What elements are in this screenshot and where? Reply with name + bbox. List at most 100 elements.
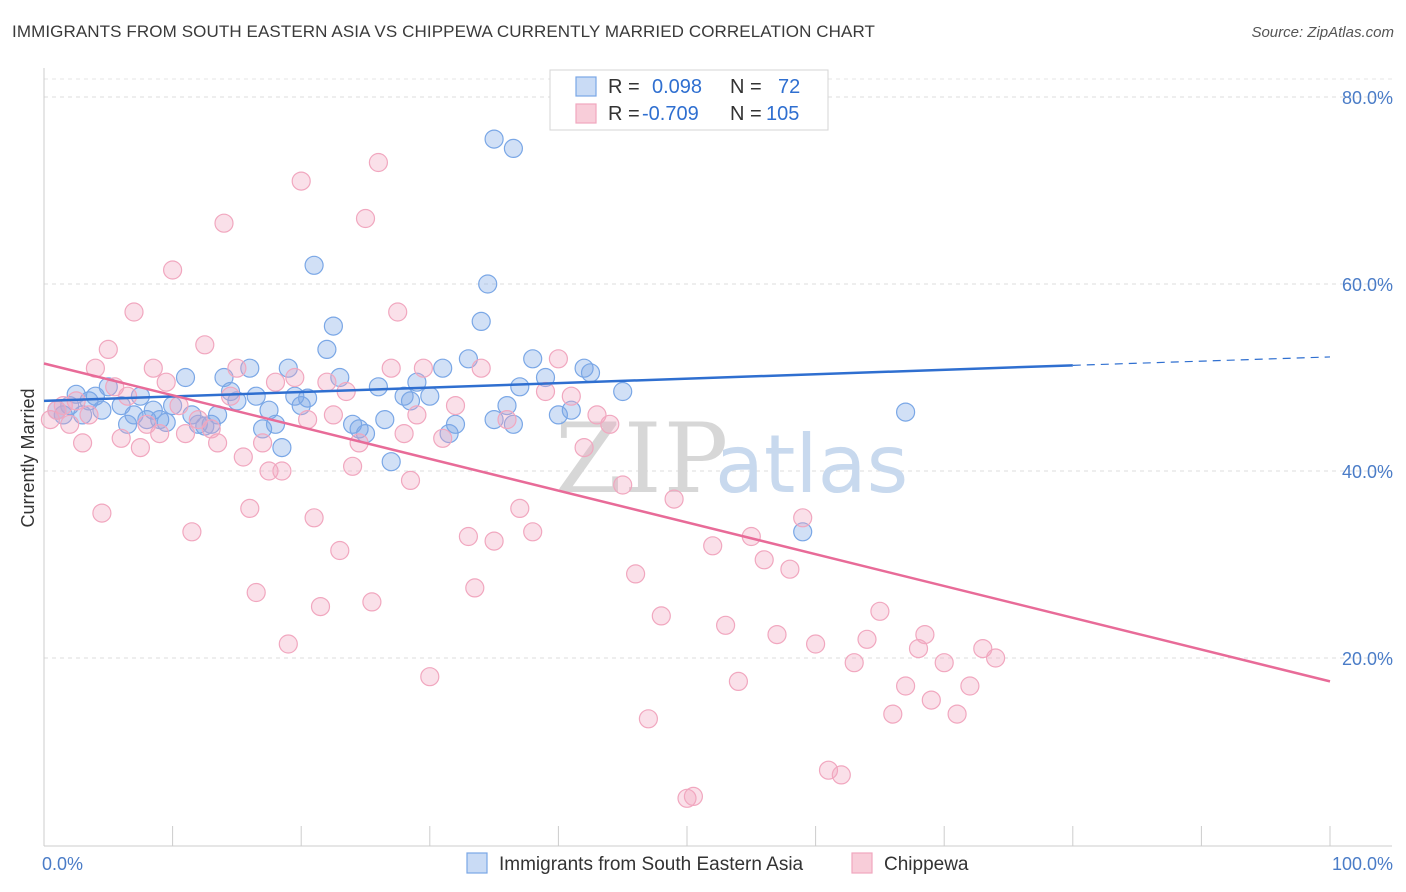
point-pink-91 — [831, 765, 851, 785]
series-legend-swatch-blue — [466, 852, 488, 874]
point-pink-6 — [79, 405, 99, 425]
legend-swatch-blue — [575, 76, 597, 97]
point-pink-67 — [523, 522, 543, 542]
legend-n-value-2: 105 — [766, 103, 799, 125]
point-blue-33 — [278, 358, 298, 378]
point-blue-36 — [298, 388, 318, 408]
x-tick-label-1: 100.0% — [1332, 854, 1393, 874]
point-pink-27 — [214, 213, 234, 233]
point-pink-80 — [683, 786, 704, 807]
point-pink-24 — [195, 335, 215, 355]
point-pink-37 — [278, 634, 298, 654]
trend-extension-0 — [1072, 356, 1331, 366]
point-pink-52 — [381, 358, 401, 378]
point-pink-72 — [587, 405, 607, 425]
trend-line-0 — [43, 364, 1073, 403]
point-blue-32 — [272, 438, 292, 458]
source-credit: Source: ZipAtlas.com — [1251, 24, 1394, 41]
point-pink-5 — [72, 433, 93, 453]
point-blue-66 — [580, 363, 601, 383]
point-pink-12 — [117, 386, 138, 406]
point-blue-8 — [98, 377, 118, 397]
point-blue-38 — [317, 339, 337, 359]
point-blue-46 — [381, 452, 401, 472]
point-blue-69 — [613, 381, 633, 402]
point-pink-43 — [317, 372, 337, 392]
point-pink-93 — [857, 629, 877, 649]
point-pink-98 — [915, 624, 935, 645]
point-blue-50 — [420, 386, 440, 406]
point-pink-18 — [156, 372, 176, 392]
point-pink-14 — [130, 438, 150, 458]
point-pink-42 — [310, 596, 331, 617]
point-pink-87 — [780, 559, 800, 579]
point-pink-39 — [291, 171, 311, 191]
point-pink-62 — [465, 578, 485, 598]
point-blue-18 — [175, 367, 196, 388]
point-pink-65 — [497, 410, 517, 430]
point-pink-58 — [420, 667, 440, 687]
point-pink-61 — [458, 526, 478, 547]
point-pink-56 — [407, 405, 427, 425]
point-pink-83 — [728, 671, 749, 692]
point-pink-25 — [201, 419, 221, 439]
watermark-atlas: atlas — [715, 418, 908, 511]
point-pink-36 — [272, 461, 292, 481]
point-blue-55 — [471, 311, 491, 331]
point-pink-55 — [400, 470, 421, 490]
point-blue-51 — [433, 358, 453, 378]
watermark-zip: ZIP — [555, 403, 730, 515]
point-blue-61 — [523, 349, 543, 369]
point-pink-44 — [323, 405, 343, 425]
point-pink-74 — [613, 475, 633, 495]
point-pink-29 — [227, 358, 247, 378]
point-pink-50 — [362, 592, 382, 612]
point-pink-9 — [98, 339, 118, 359]
point-pink-35 — [265, 372, 286, 392]
point-pink-94 — [870, 601, 890, 621]
point-pink-57 — [413, 358, 433, 378]
y-tick-label-0: 20.0% — [1342, 649, 1393, 669]
y-tick-label-3: 80.0% — [1342, 88, 1393, 108]
point-pink-78 — [664, 489, 684, 509]
point-blue-37 — [304, 255, 324, 275]
point-blue-64 — [561, 400, 581, 420]
point-pink-13 — [124, 302, 144, 322]
point-pink-66 — [510, 498, 530, 518]
legend-swatch-pink — [575, 103, 597, 124]
point-pink-22 — [182, 522, 202, 542]
point-blue-35 — [291, 396, 311, 416]
point-pink-81 — [703, 536, 723, 556]
point-pink-60 — [445, 396, 466, 416]
point-pink-23 — [188, 410, 208, 430]
point-blue-68 — [503, 138, 524, 158]
y-axis-label: Currently Married — [18, 388, 38, 527]
point-pink-70 — [561, 386, 581, 406]
series-legend-swatch-pink — [851, 852, 873, 874]
point-pink-8 — [92, 503, 112, 523]
point-blue-60 — [510, 377, 530, 397]
chart-title: IMMIGRANTS FROM SOUTH EASTERN ASIA VS CH… — [12, 22, 876, 41]
point-pink-95 — [883, 704, 903, 724]
point-blue-70 — [793, 522, 813, 542]
point-blue-24 — [214, 367, 234, 388]
point-blue-10 — [117, 414, 138, 434]
stats-legend: R = 0.098 N = 72 R = -0.709 N = 105 — [549, 69, 829, 131]
point-pink-33 — [253, 433, 273, 453]
point-pink-90 — [818, 760, 839, 780]
point-pink-76 — [638, 709, 659, 729]
point-pink-89 — [805, 634, 826, 654]
point-pink-86 — [767, 624, 787, 645]
series-legend-label-pink: Chippewa — [884, 854, 969, 875]
point-pink-41 — [304, 508, 324, 528]
watermark: ZIP atlas — [555, 403, 908, 515]
y-tick-label-2: 60.0% — [1342, 275, 1393, 295]
point-pink-32 — [246, 582, 266, 603]
point-pink-16 — [143, 358, 163, 378]
point-pink-92 — [844, 653, 864, 673]
legend-r-value-1: 0.098 — [652, 76, 702, 98]
axes — [43, 68, 1392, 847]
point-blue-16 — [156, 412, 176, 432]
point-blue-45 — [375, 410, 395, 430]
